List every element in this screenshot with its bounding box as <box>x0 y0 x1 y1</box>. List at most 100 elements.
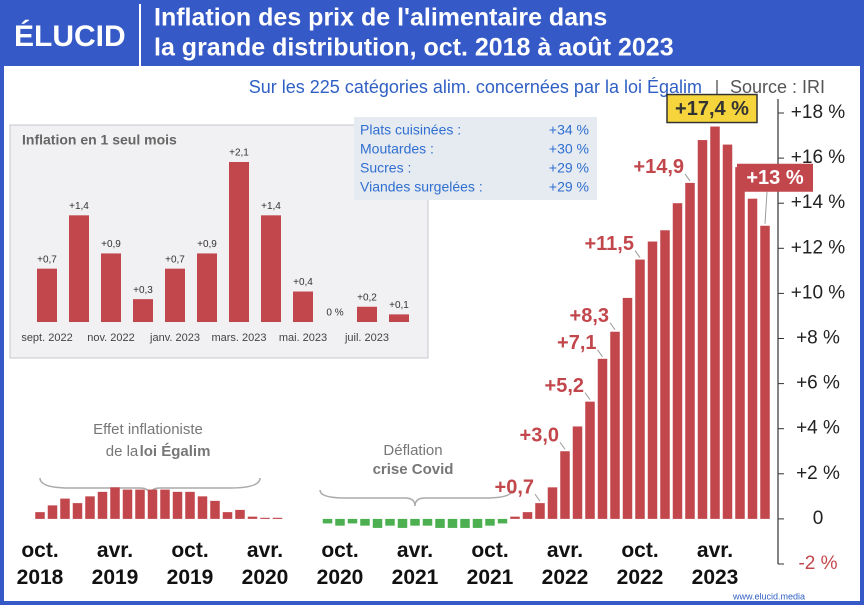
bar <box>610 331 620 519</box>
bar <box>385 518 395 526</box>
data-label: +0,9 <box>197 239 217 250</box>
y-tick-label: +12 % <box>791 237 846 258</box>
bar <box>510 516 520 519</box>
data-label: +1,4 <box>261 201 281 212</box>
data-label: 0 % <box>326 308 343 319</box>
label-box <box>666 93 758 124</box>
y-tick-label: +10 % <box>791 282 846 303</box>
data-label: +0,4 <box>293 277 313 288</box>
bar <box>272 517 283 519</box>
bar <box>572 426 583 519</box>
bar <box>101 253 121 322</box>
label-box <box>737 163 813 192</box>
data-label: +7,1 <box>557 332 596 354</box>
leader <box>559 441 566 450</box>
x-tick-label: oct. 2022 <box>616 538 664 589</box>
bar <box>133 299 153 322</box>
brace <box>319 489 513 507</box>
data-label: +2,1 <box>229 148 249 159</box>
inset-title: Inflation en 1 seul mois <box>22 132 177 148</box>
bar <box>389 314 409 322</box>
data-label: +0,2 <box>357 292 377 303</box>
bar <box>229 162 249 322</box>
bar <box>147 489 158 519</box>
bar <box>135 489 145 519</box>
bar <box>357 306 377 322</box>
x-tick-label: oct. 2020 <box>316 538 364 589</box>
x-tick-label: avr. 2019 <box>91 538 139 589</box>
bar <box>522 512 533 519</box>
bar <box>261 215 281 322</box>
highlight-value: +34 % <box>549 122 589 138</box>
data-label: +11,5 <box>584 233 634 255</box>
bar <box>635 259 645 519</box>
y-tick-label: +2 % <box>796 463 840 484</box>
bar <box>360 518 370 526</box>
bar <box>222 512 233 519</box>
bar <box>247 516 258 519</box>
bar <box>197 253 217 322</box>
bar <box>72 503 83 519</box>
bar <box>472 518 483 528</box>
bar <box>597 358 608 519</box>
y-tick-label: +6 % <box>796 373 840 394</box>
title: Inflation des prix de l'alimentaire dans <box>154 4 607 32</box>
leader <box>634 250 641 258</box>
bar <box>197 496 208 519</box>
x-tick-label: mai. 2023 <box>279 332 327 344</box>
bar <box>410 518 420 526</box>
website: www.elucid.media <box>732 591 805 601</box>
x-tick-label: oct. 2019 <box>166 538 214 589</box>
data-label: +0,3 <box>133 285 153 296</box>
bar <box>685 182 695 519</box>
data-label: +0,7 <box>495 476 534 498</box>
bar <box>447 518 458 528</box>
y-tick-label: +18 % <box>791 102 846 123</box>
bar <box>322 518 333 524</box>
bar <box>422 518 433 526</box>
bar <box>235 509 245 519</box>
data-label: +1,4 <box>69 201 89 212</box>
highlight-name: Viandes surgelées : <box>360 179 483 195</box>
subtitle: Sur les 225 catégories alim. concernées … <box>249 77 702 97</box>
y-tick-label: +8 % <box>796 328 840 349</box>
bar <box>47 505 58 519</box>
bar <box>165 268 185 322</box>
bar <box>547 487 558 519</box>
logo: ÉLUCID <box>14 19 126 53</box>
leader <box>609 322 616 331</box>
highlight-name: Plats cuisinées : <box>360 122 461 138</box>
bar <box>660 230 670 519</box>
bar <box>622 297 633 519</box>
bar <box>210 500 220 519</box>
bar <box>35 512 45 519</box>
bar <box>60 498 70 519</box>
source: Source : IRI <box>730 77 825 97</box>
bar <box>460 518 470 528</box>
x-tick-label: sept. 2022 <box>21 332 72 344</box>
bar <box>647 241 658 519</box>
y-tick-label: +14 % <box>791 192 846 213</box>
bar <box>672 203 683 519</box>
annotation: crise Covid <box>373 461 454 478</box>
bar <box>397 518 408 528</box>
x-tick-label: avr. 2020 <box>241 538 289 589</box>
annotation: loi Égalim <box>140 443 211 460</box>
bar <box>535 503 545 519</box>
bar <box>735 167 745 519</box>
highlight-name: Moutardes : <box>360 141 434 157</box>
x-tick-label: avr. 2023 <box>691 538 739 589</box>
bar <box>293 291 313 322</box>
y-tick-label: +16 % <box>791 147 846 168</box>
x-tick-label: oct. 2018 <box>16 538 64 589</box>
highlight-name: Sucres : <box>360 160 411 176</box>
data-label: +0,7 <box>37 254 57 265</box>
bar <box>69 215 89 322</box>
x-tick-label: avr. 2022 <box>541 538 589 589</box>
x-tick-label: mars. 2023 <box>211 332 266 344</box>
bar <box>185 491 195 519</box>
bar <box>110 487 120 519</box>
x-tick-label: janv. 2023 <box>149 332 200 344</box>
